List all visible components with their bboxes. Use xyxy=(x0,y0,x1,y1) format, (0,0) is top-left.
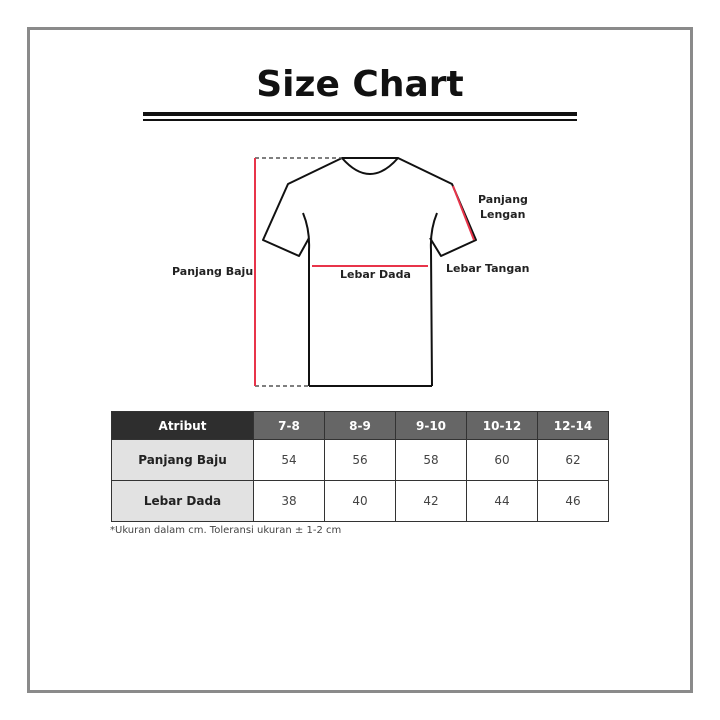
page-title: Size Chart xyxy=(256,64,464,105)
header-cell: Atribut xyxy=(111,411,254,440)
header-cell: 9-10 xyxy=(395,411,467,440)
label-panjang-lengan-2: Lengan xyxy=(480,208,526,221)
panjang-lengan-line xyxy=(452,185,475,241)
shirt-body-right xyxy=(429,212,438,387)
title-rule-thin xyxy=(143,119,577,121)
table-cell: 54 xyxy=(253,439,325,481)
table-cell: 38 xyxy=(253,480,325,522)
row-label: Panjang Baju xyxy=(111,439,254,481)
table-cell: 62 xyxy=(537,439,609,481)
shirt-body-left xyxy=(302,212,311,386)
label-panjang-lengan-1: Panjang xyxy=(478,193,528,206)
size-note: *Ukuran dalam cm. Toleransi ukuran ± 1-2… xyxy=(110,525,342,536)
table-row: Panjang Baju 54 56 58 60 62 xyxy=(111,439,609,481)
border-frame xyxy=(27,27,693,693)
row-label: Lebar Dada xyxy=(111,480,254,522)
shirt-neckline xyxy=(341,157,399,175)
table-header-row: Atribut 7-8 8-9 9-10 10-12 12-14 xyxy=(111,411,609,440)
table-cell: 56 xyxy=(324,439,396,481)
label-panjang-baju: Panjang Baju xyxy=(172,265,254,278)
shirt-outline-left xyxy=(262,157,343,257)
label-lebar-tangan: Lebar Tangan xyxy=(446,262,530,275)
header-cell: 8-9 xyxy=(324,411,396,440)
table-cell: 58 xyxy=(395,439,467,481)
table-cell: 40 xyxy=(324,480,396,522)
table-cell: 46 xyxy=(537,480,609,522)
header-cell: 7-8 xyxy=(253,411,325,440)
table-cell: 60 xyxy=(466,439,538,481)
shirt-outline-right xyxy=(397,157,477,257)
title-rule-thick xyxy=(143,112,577,116)
table-row: Lebar Dada 38 40 42 44 46 xyxy=(111,480,609,522)
header-cell: 12-14 xyxy=(537,411,609,440)
table-cell: 44 xyxy=(466,480,538,522)
label-lebar-dada: Lebar Dada xyxy=(340,268,411,281)
size-table: Atribut 7-8 8-9 9-10 10-12 12-14 Panjang… xyxy=(111,411,609,522)
table-cell: 42 xyxy=(395,480,467,522)
header-cell: 10-12 xyxy=(466,411,538,440)
